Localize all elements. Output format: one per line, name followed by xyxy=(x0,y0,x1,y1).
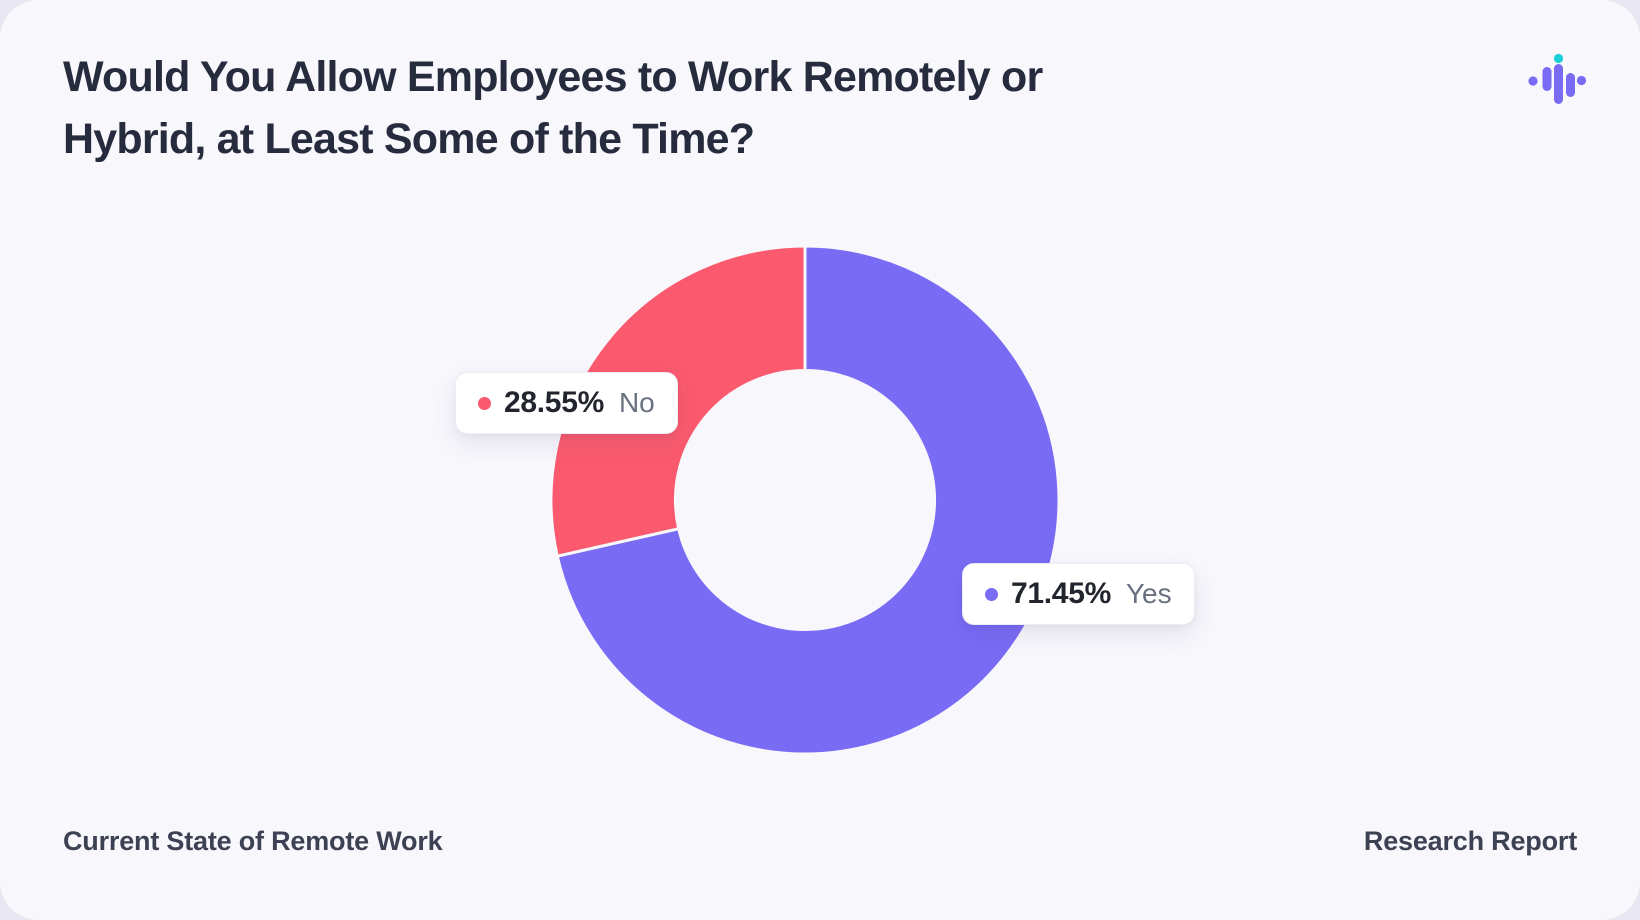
callout-label-no: 28.55% No xyxy=(455,372,678,434)
soundwave-logo-icon xyxy=(1528,53,1587,104)
chart-title-line-1: Would You Allow Employees to Work Remote… xyxy=(63,53,1043,101)
no-percent-value: 28.55% xyxy=(504,386,604,419)
chart-title: Would You Allow Employees to Work Remote… xyxy=(63,46,1213,170)
logo-left-dot-icon xyxy=(1528,76,1538,86)
no-slice-dot-icon xyxy=(478,396,491,410)
no-slice-name: No xyxy=(618,387,655,418)
yes-percent-value: 71.45% xyxy=(1011,577,1111,610)
donut-chart xyxy=(549,244,1061,756)
yes-slice-dot-icon xyxy=(985,587,998,601)
logo-center-bar-icon xyxy=(1554,64,1563,104)
callout-label-yes: 71.45% Yes xyxy=(962,563,1195,625)
yes-slice-name: Yes xyxy=(1125,578,1172,609)
footer-source-text: Research Report xyxy=(1363,826,1577,856)
donut-slice-yes xyxy=(555,244,1061,756)
logo-left-bar-icon xyxy=(1542,67,1552,91)
logo-right-dot-icon xyxy=(1576,75,1587,86)
chart-title-line-2: Hybrid, at Least Some of the Time? xyxy=(63,115,755,163)
footer-subject-text: Current State of Remote Work xyxy=(63,826,443,856)
logo-accent-dot-icon xyxy=(1553,53,1564,64)
logo-right-bar-icon xyxy=(1566,73,1575,97)
